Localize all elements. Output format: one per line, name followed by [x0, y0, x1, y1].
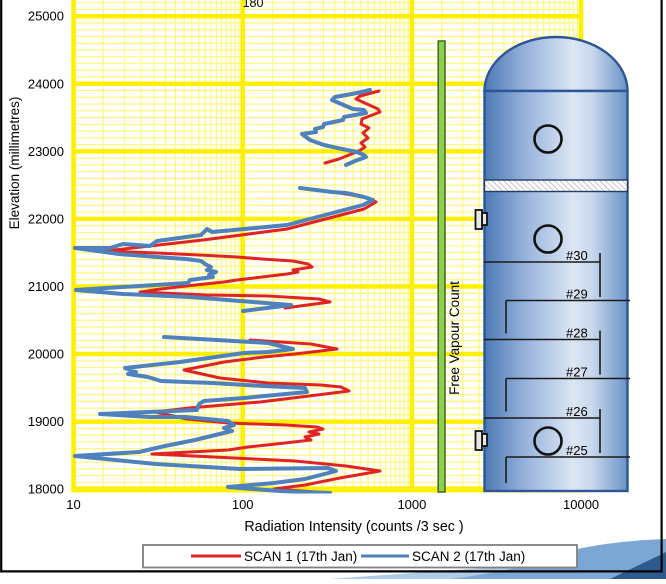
- svg-text:#28: #28: [566, 326, 588, 341]
- svg-text:180: 180: [243, 0, 264, 10]
- svg-text:Radiation Intensity (counts /3: Radiation Intensity (counts /3 sec ): [244, 519, 463, 535]
- svg-text:Free Vapour Count: Free Vapour Count: [447, 281, 462, 395]
- svg-text:100: 100: [232, 497, 254, 512]
- svg-text:SCAN 2 (17th Jan): SCAN 2 (17th Jan): [412, 549, 525, 564]
- svg-text:10000: 10000: [563, 497, 599, 512]
- svg-text:1000: 1000: [397, 497, 426, 512]
- svg-text:25000: 25000: [28, 9, 64, 24]
- svg-text:#25: #25: [566, 443, 588, 458]
- svg-text:#27: #27: [566, 365, 588, 380]
- svg-text:Elevation (millimetres): Elevation (millimetres): [7, 97, 22, 230]
- svg-text:20000: 20000: [28, 347, 64, 362]
- svg-text:23000: 23000: [28, 144, 64, 159]
- svg-text:#30: #30: [566, 248, 588, 263]
- svg-text:SCAN 1 (17th Jan): SCAN 1 (17th Jan): [244, 549, 357, 564]
- svg-text:21000: 21000: [28, 279, 64, 294]
- svg-text:19000: 19000: [28, 414, 64, 429]
- svg-text:18000: 18000: [28, 482, 64, 497]
- svg-text:#29: #29: [566, 287, 588, 302]
- svg-text:10: 10: [66, 497, 80, 512]
- svg-text:#26: #26: [566, 404, 588, 419]
- svg-text:24000: 24000: [28, 76, 64, 91]
- svg-text:22000: 22000: [28, 211, 64, 226]
